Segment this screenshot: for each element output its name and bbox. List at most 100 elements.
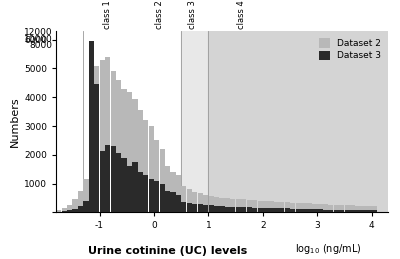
Bar [372,210,377,212]
Bar [247,200,252,212]
Bar [312,209,317,212]
Bar [89,86,94,212]
Bar [89,41,94,212]
Bar [105,145,110,212]
Bar [214,206,219,212]
Text: class 3: class 3 [188,1,196,29]
Bar [154,181,159,212]
Bar [350,205,355,212]
Bar [241,199,246,212]
Bar [323,210,328,212]
Bar [214,197,219,212]
Bar [236,199,241,212]
Bar [350,210,355,212]
Legend: Dataset 2, Dataset 3: Dataset 2, Dataset 3 [316,35,384,63]
Bar [263,201,268,212]
Bar [67,210,72,212]
Bar [143,120,148,212]
Bar [187,189,192,212]
Bar [334,205,339,212]
Bar [361,206,366,212]
Bar [241,207,246,212]
Bar [122,158,127,212]
Bar [225,198,230,212]
Bar [220,198,224,212]
Bar [203,205,208,212]
Bar [301,203,306,212]
Bar [317,209,322,212]
Bar [361,210,366,212]
Bar [62,211,67,212]
Bar [230,199,236,212]
Bar [116,153,121,212]
Bar [192,204,197,212]
Y-axis label: Numbers: Numbers [10,96,20,147]
Bar [328,210,334,212]
Bar [274,202,279,212]
Bar [344,205,350,212]
Bar [105,57,110,212]
Bar [306,209,312,212]
Bar [181,186,186,212]
Bar [100,60,105,212]
Bar [127,91,132,212]
Bar [366,210,372,212]
Text: 8000: 8000 [30,41,53,50]
Bar [170,192,176,212]
Bar [268,208,274,212]
Bar [198,204,203,212]
Bar [138,110,143,212]
Bar [268,202,274,212]
Text: class 2: class 2 [155,1,164,29]
Bar [230,207,236,212]
Bar [356,206,361,212]
Bar [72,199,78,212]
Bar [122,89,127,212]
Bar [208,205,214,212]
Bar [176,175,181,212]
Bar [143,175,148,212]
Bar [328,205,334,212]
Bar [127,166,132,212]
Bar [236,207,241,212]
Bar [225,207,230,212]
Bar [165,166,170,212]
Bar [290,209,295,212]
Bar [116,80,121,212]
Bar [312,204,317,212]
Bar [94,84,100,212]
Bar [296,203,301,212]
Bar [83,179,88,212]
Bar [198,193,203,212]
Bar [279,202,284,212]
Bar [149,126,154,212]
Bar [203,195,208,212]
Bar [290,203,295,212]
Bar [220,206,224,212]
Bar [296,209,301,212]
Bar [263,208,268,212]
Bar [62,208,67,212]
Bar [344,210,350,212]
Bar [56,210,61,212]
Bar [258,208,263,212]
Bar [306,204,312,212]
Bar [67,205,72,212]
Bar [285,208,290,212]
Text: class 1: class 1 [103,1,112,29]
Bar [187,203,192,212]
Bar [192,192,197,212]
Bar [110,71,116,212]
Bar [334,210,339,212]
Text: log$_{10}$ (ng/mL): log$_{10}$ (ng/mL) [295,242,361,256]
Text: 10000: 10000 [24,35,53,44]
Bar [132,162,138,212]
Bar [165,191,170,212]
Bar [252,200,257,212]
Bar [154,140,159,212]
Bar [176,195,181,212]
Bar [279,208,284,212]
Bar [208,196,214,212]
Bar [274,208,279,212]
Bar [110,146,116,212]
